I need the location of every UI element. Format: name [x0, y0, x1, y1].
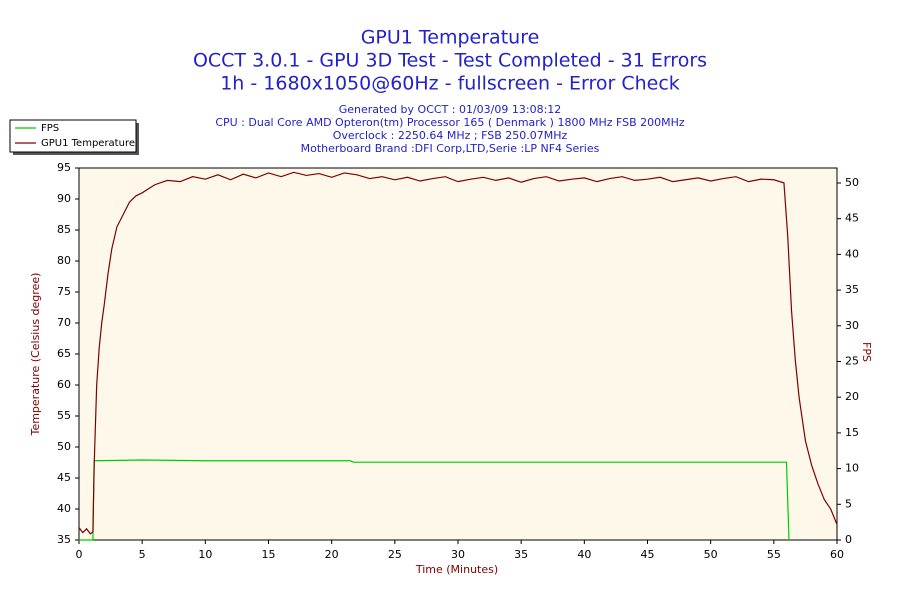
y2-tick-label: 5: [845, 497, 852, 510]
chart-title: GPU1 Temperature: [361, 27, 540, 49]
y-tick-label: 45: [57, 471, 71, 484]
y-tick-label: 80: [57, 254, 71, 267]
line-series: [78, 171, 838, 535]
y-tick-label: 65: [57, 347, 71, 360]
y2-tick-label: 15: [845, 426, 859, 439]
y2-tick-label: 50: [845, 176, 859, 189]
info-line: Generated by OCCT : 01/03/09 13:08:12: [339, 103, 562, 116]
y2-axis-label: FPS: [860, 342, 873, 362]
y-tick-label: 50: [57, 440, 71, 453]
x-tick-label: 25: [388, 548, 402, 561]
y2-tick-label: 0: [845, 533, 852, 546]
x-tick-label: 45: [641, 548, 655, 561]
y-tick-label: 85: [57, 223, 71, 236]
info-line: Motherboard Brand :DFI Corp,LTD,Serie :L…: [301, 142, 600, 155]
y-tick-label: 70: [57, 316, 71, 329]
y-tick-label: 95: [57, 161, 71, 174]
x-tick-label: 15: [262, 548, 276, 561]
x-tick-label: 35: [514, 548, 528, 561]
y-tick-label: 90: [57, 192, 71, 205]
x-tick-label: 60: [830, 548, 844, 561]
plot-area: [78, 167, 838, 541]
legend-label: FPS: [41, 123, 59, 134]
x-tick-label: 0: [76, 548, 83, 561]
x-tick-label: 40: [577, 548, 591, 561]
legend-label: GPU1 Temperature: [41, 138, 135, 149]
y2-tick-label: 30: [845, 319, 859, 332]
info-line: Overclock : 2250.64 MHz ; FSB 250.07MHz: [333, 129, 568, 142]
y-tick-label: 75: [57, 285, 71, 298]
y-tick-label: 35: [57, 533, 71, 546]
y-axis-label: Temperature (Celsius degree): [29, 273, 42, 437]
y2-tick-label: 45: [845, 212, 859, 225]
y2-tick-label: 35: [845, 283, 859, 296]
chart-subtitle: OCCT 3.0.1 - GPU 3D Test - Test Complete…: [193, 50, 707, 72]
x-tick-label: 55: [767, 548, 781, 561]
y-tick-label: 55: [57, 409, 71, 422]
x-tick-label: 10: [198, 548, 212, 561]
x-tick-label: 20: [325, 548, 339, 561]
chart-subtitle: 1h - 1680x1050@60Hz - fullscreen - Error…: [220, 73, 680, 95]
y2-tick-label: 10: [845, 462, 859, 475]
y-tick-label: 40: [57, 502, 71, 515]
y2-tick-label: 20: [845, 390, 859, 403]
y2-tick-label: 40: [845, 247, 859, 260]
legend: [9, 119, 137, 153]
x-tick-label: 30: [451, 548, 465, 561]
info-line: CPU : Dual Core AMD Opteron(tm) Processo…: [215, 116, 685, 129]
x-tick-label: 50: [704, 548, 718, 561]
y-tick-label: 60: [57, 378, 71, 391]
y2-tick-label: 25: [845, 354, 859, 367]
x-tick-label: 5: [139, 548, 146, 561]
x-axis-label: Time (Minutes): [415, 563, 498, 576]
